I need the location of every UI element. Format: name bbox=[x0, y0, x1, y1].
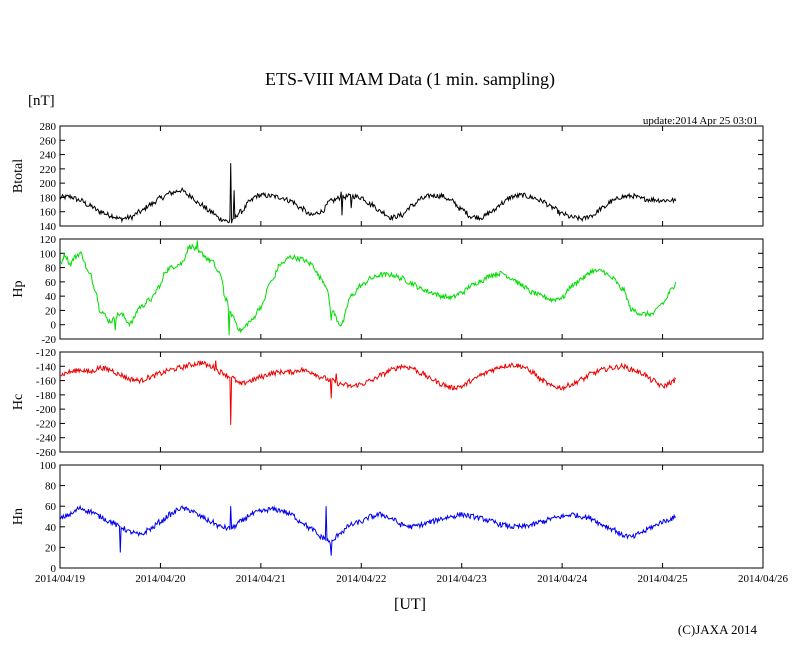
series-line-hp bbox=[60, 240, 677, 336]
y-tick-label: -220 bbox=[36, 418, 57, 430]
copyright: (C)JAXA 2014 bbox=[678, 622, 758, 637]
panel-frame bbox=[59, 125, 764, 227]
y-tick-label: 240 bbox=[40, 150, 57, 162]
panel-btotal: 280 260 240 220 200 180 160 140 Btotal bbox=[11, 121, 764, 233]
y-tick-label: 280 bbox=[40, 121, 57, 133]
y-tick-label: 20 bbox=[45, 305, 57, 317]
y-tick-label: -240 bbox=[36, 433, 57, 445]
series-label-hc: Hc bbox=[11, 394, 26, 410]
y-tick-label: 260 bbox=[40, 135, 57, 147]
update-text: update:2014 Apr 25 03:01 bbox=[643, 115, 758, 127]
y-tick-label: 60 bbox=[45, 501, 57, 513]
x-tick-label: 2014/04/25 bbox=[638, 573, 689, 585]
panel-hn: 100 80 60 40 20 0 Hn bbox=[11, 460, 764, 575]
y-tick-label: 40 bbox=[45, 291, 57, 303]
y-tick-label: 0 bbox=[51, 320, 57, 332]
x-tick-label: 2014/04/22 bbox=[336, 573, 386, 585]
x-tick-label: 2014/04/26 bbox=[738, 573, 789, 585]
series-line-btotal bbox=[60, 163, 677, 224]
y-tick-label: 20 bbox=[45, 542, 57, 554]
panels-group: 280260240220200180160140Btotal1201008060… bbox=[11, 121, 764, 575]
y-tick-label: 100 bbox=[40, 248, 57, 260]
x-tick-label: 2014/04/19 bbox=[35, 573, 86, 585]
y-tick-label: -260 bbox=[36, 447, 57, 459]
panel-frame bbox=[59, 464, 764, 569]
y-tick-label: 200 bbox=[40, 178, 57, 190]
chart-title: ETS-VIII MAM Data (1 min. sampling) bbox=[265, 69, 555, 90]
y-tick-label: 80 bbox=[45, 263, 57, 275]
y-tick-label: 120 bbox=[40, 234, 57, 246]
y-tick-label: 60 bbox=[45, 277, 57, 289]
y-tick-label: 40 bbox=[45, 522, 57, 534]
panel-frame bbox=[59, 238, 764, 340]
panel-hc: -120 -140 -160 -180 -200 -220 -240 -260 Hc bbox=[11, 347, 764, 459]
y-tick-label: -200 bbox=[36, 404, 57, 416]
y-tick-label: -160 bbox=[36, 376, 57, 388]
y-tick-label: 100 bbox=[40, 460, 57, 472]
unit-label: [nT] bbox=[28, 93, 55, 109]
x-tick-label: 2014/04/23 bbox=[437, 573, 488, 585]
x-tick-label: 2014/04/20 bbox=[135, 573, 186, 585]
y-tick-label: 220 bbox=[40, 164, 57, 176]
y-tick-label: -120 bbox=[36, 347, 57, 359]
y-tick-label: -20 bbox=[41, 334, 56, 346]
y-tick-label: 80 bbox=[45, 481, 57, 493]
y-tick-label: 140 bbox=[40, 221, 57, 233]
series-label-btotal: Btotal bbox=[11, 159, 26, 193]
x-tick-label: 2014/04/24 bbox=[537, 573, 588, 585]
series-label-hn: Hn bbox=[11, 508, 26, 525]
y-tick-label: 0 bbox=[51, 563, 57, 575]
series-label-hp: Hp bbox=[11, 280, 26, 297]
y-tick-label: -180 bbox=[36, 390, 57, 402]
x-tick-label: 2014/04/21 bbox=[236, 573, 286, 585]
series-line-hc bbox=[60, 360, 677, 425]
y-tick-label: 180 bbox=[40, 192, 57, 204]
x-axis-label: [UT] bbox=[394, 596, 426, 613]
panel-frame bbox=[59, 351, 764, 453]
x-axis: 2014/04/19 2014/04/20 2014/04/21 2014/04/22… bbox=[35, 573, 789, 585]
panel-hp: 120 100 80 60 40 20 0 -20 Hp bbox=[11, 234, 764, 346]
y-tick-label: -140 bbox=[36, 361, 57, 373]
y-tick-label: 160 bbox=[40, 207, 57, 219]
series-line-hn bbox=[60, 504, 677, 556]
